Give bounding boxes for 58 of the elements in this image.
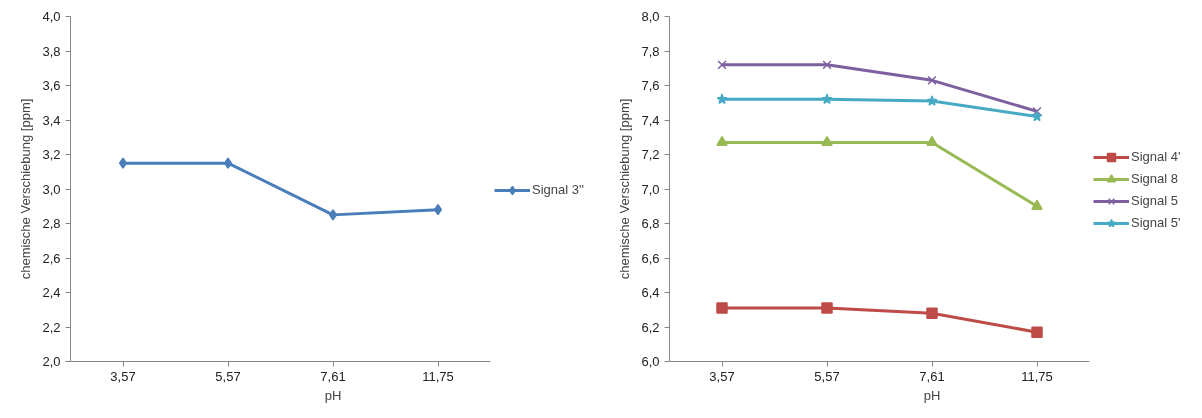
x-tick-label: 3,57 [110,368,136,384]
point [926,135,938,147]
point [716,302,728,314]
legend-label: Signal 8 [1131,171,1178,186]
y-tick-label: 6,4 [641,285,660,300]
y-axis-title: chemische Verschiebung [ppm] [18,98,34,280]
y-tick-label: 3,8 [42,43,61,59]
y-tick-label: 2,4 [42,285,61,300]
y-tick-label: 7,6 [641,78,660,93]
x-tick-label: 3,57 [709,368,735,384]
legend-label: Signal 4' [1131,149,1181,164]
y-tick-label: 3,0 [42,181,61,197]
y-tick-label: 7,4 [641,112,660,128]
y-tick-label: 4,0 [42,9,61,24]
y-tick-label: 7,8 [641,43,660,59]
point [433,203,443,216]
point [821,302,833,314]
point [223,157,233,169]
point [821,135,833,147]
point [821,93,833,105]
y-tick-label: 3,6 [42,78,61,93]
point [1031,199,1043,210]
y-tick-label: 2,8 [42,216,61,231]
legend-label: Signal 3'' [532,182,584,197]
x-tick-label: 7,61 [919,368,945,384]
point [716,135,728,147]
y-tick-label: 7,2 [641,147,660,162]
point [927,75,937,85]
x-tick-label: 11,75 [1021,368,1053,384]
y-tick-label: 2,0 [42,354,61,369]
x-axis-title: pH [324,387,342,403]
point [1031,110,1043,122]
point [1031,326,1043,338]
y-tick-label: 8,0 [641,9,660,24]
y-tick-label: 6,0 [641,354,660,369]
x-tick-label: 11,75 [422,368,454,384]
legend-label: Signal 5' [1131,215,1181,230]
point [822,60,832,70]
y-tick-label: 3,4 [42,112,61,128]
legend-label: Signal 5 [1131,193,1178,208]
y-tick-label: 2,6 [42,250,61,266]
point [926,95,938,106]
y-tick-label: 7,0 [641,181,660,197]
x-tick-label: 5,57 [215,368,241,384]
y-axis-title: chemische Verschiebung [ppm] [617,98,633,280]
y-tick-label: 3,2 [42,147,61,162]
y-tick-label: 6,8 [641,216,660,231]
point [926,307,938,319]
y-tick-label: 2,2 [42,319,61,335]
x-axis-title: pH [923,387,941,403]
point [717,60,727,70]
y-tick-label: 6,2 [641,319,660,335]
point [118,157,128,169]
x-tick-label: 7,61 [320,368,346,384]
y-tick-label: 6,6 [641,250,660,266]
point [328,209,338,221]
point [716,93,728,105]
x-tick-label: 5,57 [814,368,840,384]
